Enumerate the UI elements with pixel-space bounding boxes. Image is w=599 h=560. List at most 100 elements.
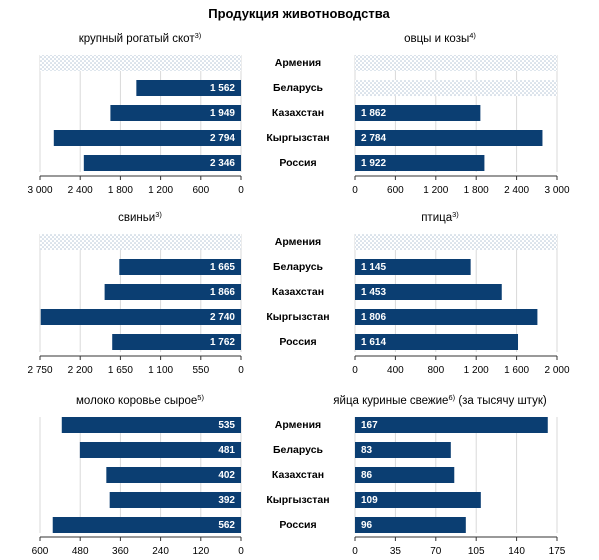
- tick-label: 0: [352, 546, 358, 557]
- bar-value-label: 1 862: [361, 108, 386, 119]
- tick-label: 35: [390, 546, 402, 557]
- bar-value-label: 1 806: [361, 312, 386, 323]
- category-label: Россия: [279, 157, 316, 169]
- tick-label: 1 100: [148, 365, 173, 376]
- bar-value-label: 1 762: [210, 337, 235, 348]
- bar: [119, 259, 241, 275]
- tick-label: 1 200: [423, 185, 448, 196]
- tick-label: 3 000: [27, 185, 52, 196]
- category-label: Беларусь: [273, 82, 324, 94]
- panel-4: птица3) 1 145 1 453 1 806 1 614 0 400 800 1 200 1…: [352, 210, 570, 376]
- panel-footnote: 3): [155, 210, 162, 219]
- category-label: Кыргызстан: [266, 311, 329, 323]
- bar-value-label: 1 922: [361, 158, 386, 169]
- bar: [40, 309, 241, 325]
- category-label: Кыргызстан: [266, 494, 329, 506]
- no-data-band: [355, 55, 557, 71]
- panel-title-text: яйца куриные свежие: [333, 395, 448, 407]
- tick-label: 105: [468, 546, 485, 557]
- bar: [104, 284, 241, 300]
- panel-title: молоко коровье сырое5): [76, 393, 204, 407]
- tick-label: 600: [192, 185, 209, 196]
- tick-label: 360: [112, 546, 129, 557]
- panel-title: крупный рогатый скот3): [79, 31, 202, 45]
- bar: [355, 259, 471, 275]
- category-labels-row-2: Армения Беларусь Казахстан Кыргызстан Россия: [266, 236, 329, 348]
- panel-5: молоко коровье сырое5) 535 481 402 392 562 600…: [32, 393, 245, 557]
- no-data-band: [355, 234, 557, 250]
- panel-footnote: 6): [448, 393, 455, 402]
- bar-value-label: 2 346: [210, 158, 235, 169]
- panel-title-text: свиньи: [118, 212, 155, 224]
- panel-6: яйца куриные свежие6) (за тысячу штук) 16…: [333, 393, 565, 557]
- bar: [355, 130, 543, 146]
- bar: [355, 417, 548, 433]
- category-label: Россия: [279, 336, 316, 348]
- bar-value-label: 402: [218, 470, 235, 481]
- tick-label: 2 400: [68, 185, 93, 196]
- bar: [355, 334, 519, 350]
- tick-label: 0: [238, 365, 244, 376]
- panel-title: свиньи3): [118, 210, 162, 224]
- tick-label: 2 400: [504, 185, 529, 196]
- bar: [53, 130, 241, 146]
- bar-value-label: 109: [361, 495, 378, 506]
- tick-label: 1 800: [464, 185, 489, 196]
- panel-footnote: 4): [469, 31, 476, 40]
- bar-value-label: 1 453: [361, 287, 386, 298]
- category-label: Беларусь: [273, 444, 324, 456]
- tick-label: 1 600: [504, 365, 529, 376]
- tick-label: 600: [32, 546, 49, 557]
- panel-2: овцы и козы4) 1 862 2 784 1 922 0 600 1 200 1 8…: [352, 31, 570, 196]
- category-label: Казахстан: [272, 469, 324, 481]
- tick-label: 0: [238, 546, 244, 557]
- bar-value-label: 2 784: [361, 133, 386, 144]
- panel-footnote: 3): [195, 31, 202, 40]
- bar-value-label: 1 665: [210, 262, 235, 273]
- no-data-band: [40, 55, 241, 71]
- bar: [112, 334, 241, 350]
- panel-title-text: овцы и козы: [404, 33, 469, 45]
- tick-label: 0: [352, 185, 358, 196]
- tick-label: 175: [549, 546, 566, 557]
- no-data-band: [355, 80, 557, 96]
- panel-title: яйца куриные свежие6) (за тысячу штук): [333, 393, 547, 407]
- tick-label: 1 800: [108, 185, 133, 196]
- bar-value-label: 562: [218, 520, 235, 531]
- bar-value-label: 1 614: [361, 337, 386, 348]
- bar-value-label: 1 145: [361, 262, 386, 273]
- category-labels-row-3: Армения Беларусь Казахстан Кыргызстан Россия: [266, 419, 329, 531]
- category-label: Казахстан: [272, 107, 324, 119]
- bar: [52, 517, 242, 533]
- tick-label: 70: [430, 546, 442, 557]
- category-label: Армения: [275, 57, 321, 69]
- tick-label: 240: [152, 546, 169, 557]
- category-label: Казахстан: [272, 286, 324, 298]
- panel-footnote: 3): [452, 210, 459, 219]
- bar: [355, 517, 466, 533]
- category-label: Беларусь: [273, 261, 324, 273]
- panel-title: птица3): [421, 210, 459, 224]
- category-label: Армения: [275, 419, 321, 431]
- panel-3: свиньи3) 1 665 1 866 2 740 1 762 2 750 2 200 1 …: [27, 210, 244, 376]
- tick-label: 2 750: [27, 365, 52, 376]
- bar-value-label: 1 562: [210, 83, 235, 94]
- bar-value-label: 167: [361, 420, 378, 431]
- bar: [106, 467, 241, 483]
- panel-title-text: птица: [421, 212, 453, 224]
- bar: [355, 105, 481, 121]
- chart-title: Продукция животноводства: [208, 6, 390, 21]
- bar: [355, 284, 502, 300]
- category-label: Армения: [275, 236, 321, 248]
- bar-value-label: 392: [218, 495, 235, 506]
- bar: [355, 467, 455, 483]
- bar: [355, 155, 485, 171]
- bar: [355, 309, 538, 325]
- tick-label: 1 200: [464, 365, 489, 376]
- panel-1: крупный рогатый скот3) 1 562 1 949 2 794 2 3…: [27, 31, 244, 196]
- bar: [109, 492, 242, 508]
- tick-label: 0: [352, 365, 358, 376]
- panel-footnote: 5): [197, 393, 204, 402]
